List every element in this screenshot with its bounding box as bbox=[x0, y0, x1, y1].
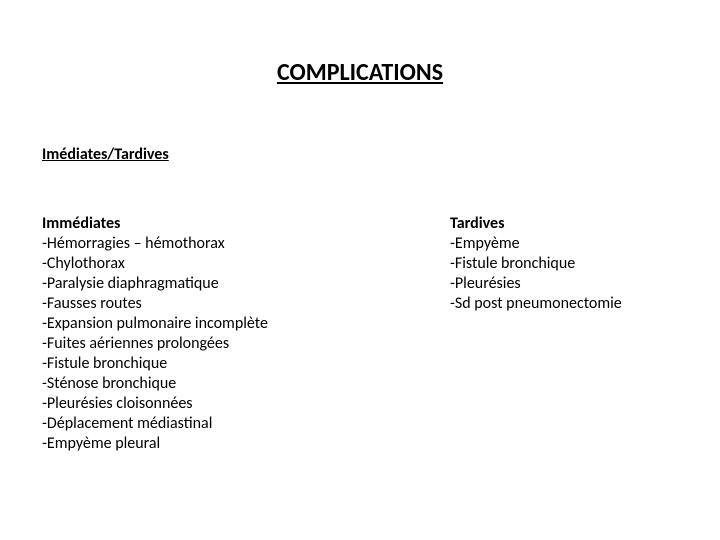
list-item: -Paralysie diaphragmatique bbox=[42, 274, 382, 294]
list-item: -Empyème pleural bbox=[42, 434, 382, 454]
list-item: -Hémorragies – hémothorax bbox=[42, 234, 382, 254]
list-item: -Pleurésies cloisonnées bbox=[42, 394, 382, 414]
slide: COMPLICATIONS Imédiates/Tardives Immédia… bbox=[0, 0, 720, 540]
list-item: -Empyème bbox=[450, 234, 700, 254]
list-item: -Fistule bronchique bbox=[450, 254, 700, 274]
list-item: -Sd post pneumonectomie bbox=[450, 294, 700, 314]
section-subtitle: Imédiates/Tardives bbox=[42, 145, 169, 164]
list-item: -Fistule bronchique bbox=[42, 354, 382, 374]
column-late: Tardives -Empyème -Fistule bronchique -P… bbox=[450, 214, 700, 314]
list-item: -Sténose bronchique bbox=[42, 374, 382, 394]
column-immediate: Immédiates -Hémorragies – hémothorax -Ch… bbox=[42, 214, 382, 454]
page-title: COMPLICATIONS bbox=[0, 58, 720, 87]
list-item: -Expansion pulmonaire incomplète bbox=[42, 314, 382, 334]
list-item: -Chylothorax bbox=[42, 254, 382, 274]
column-heading-immediate: Immédiates bbox=[42, 214, 382, 234]
column-heading-late: Tardives bbox=[450, 214, 700, 234]
list-item: -Déplacement médiastinal bbox=[42, 414, 382, 434]
list-item: -Fausses routes bbox=[42, 294, 382, 314]
list-item: -Fuites aériennes prolongées bbox=[42, 334, 382, 354]
list-item: -Pleurésies bbox=[450, 274, 700, 294]
